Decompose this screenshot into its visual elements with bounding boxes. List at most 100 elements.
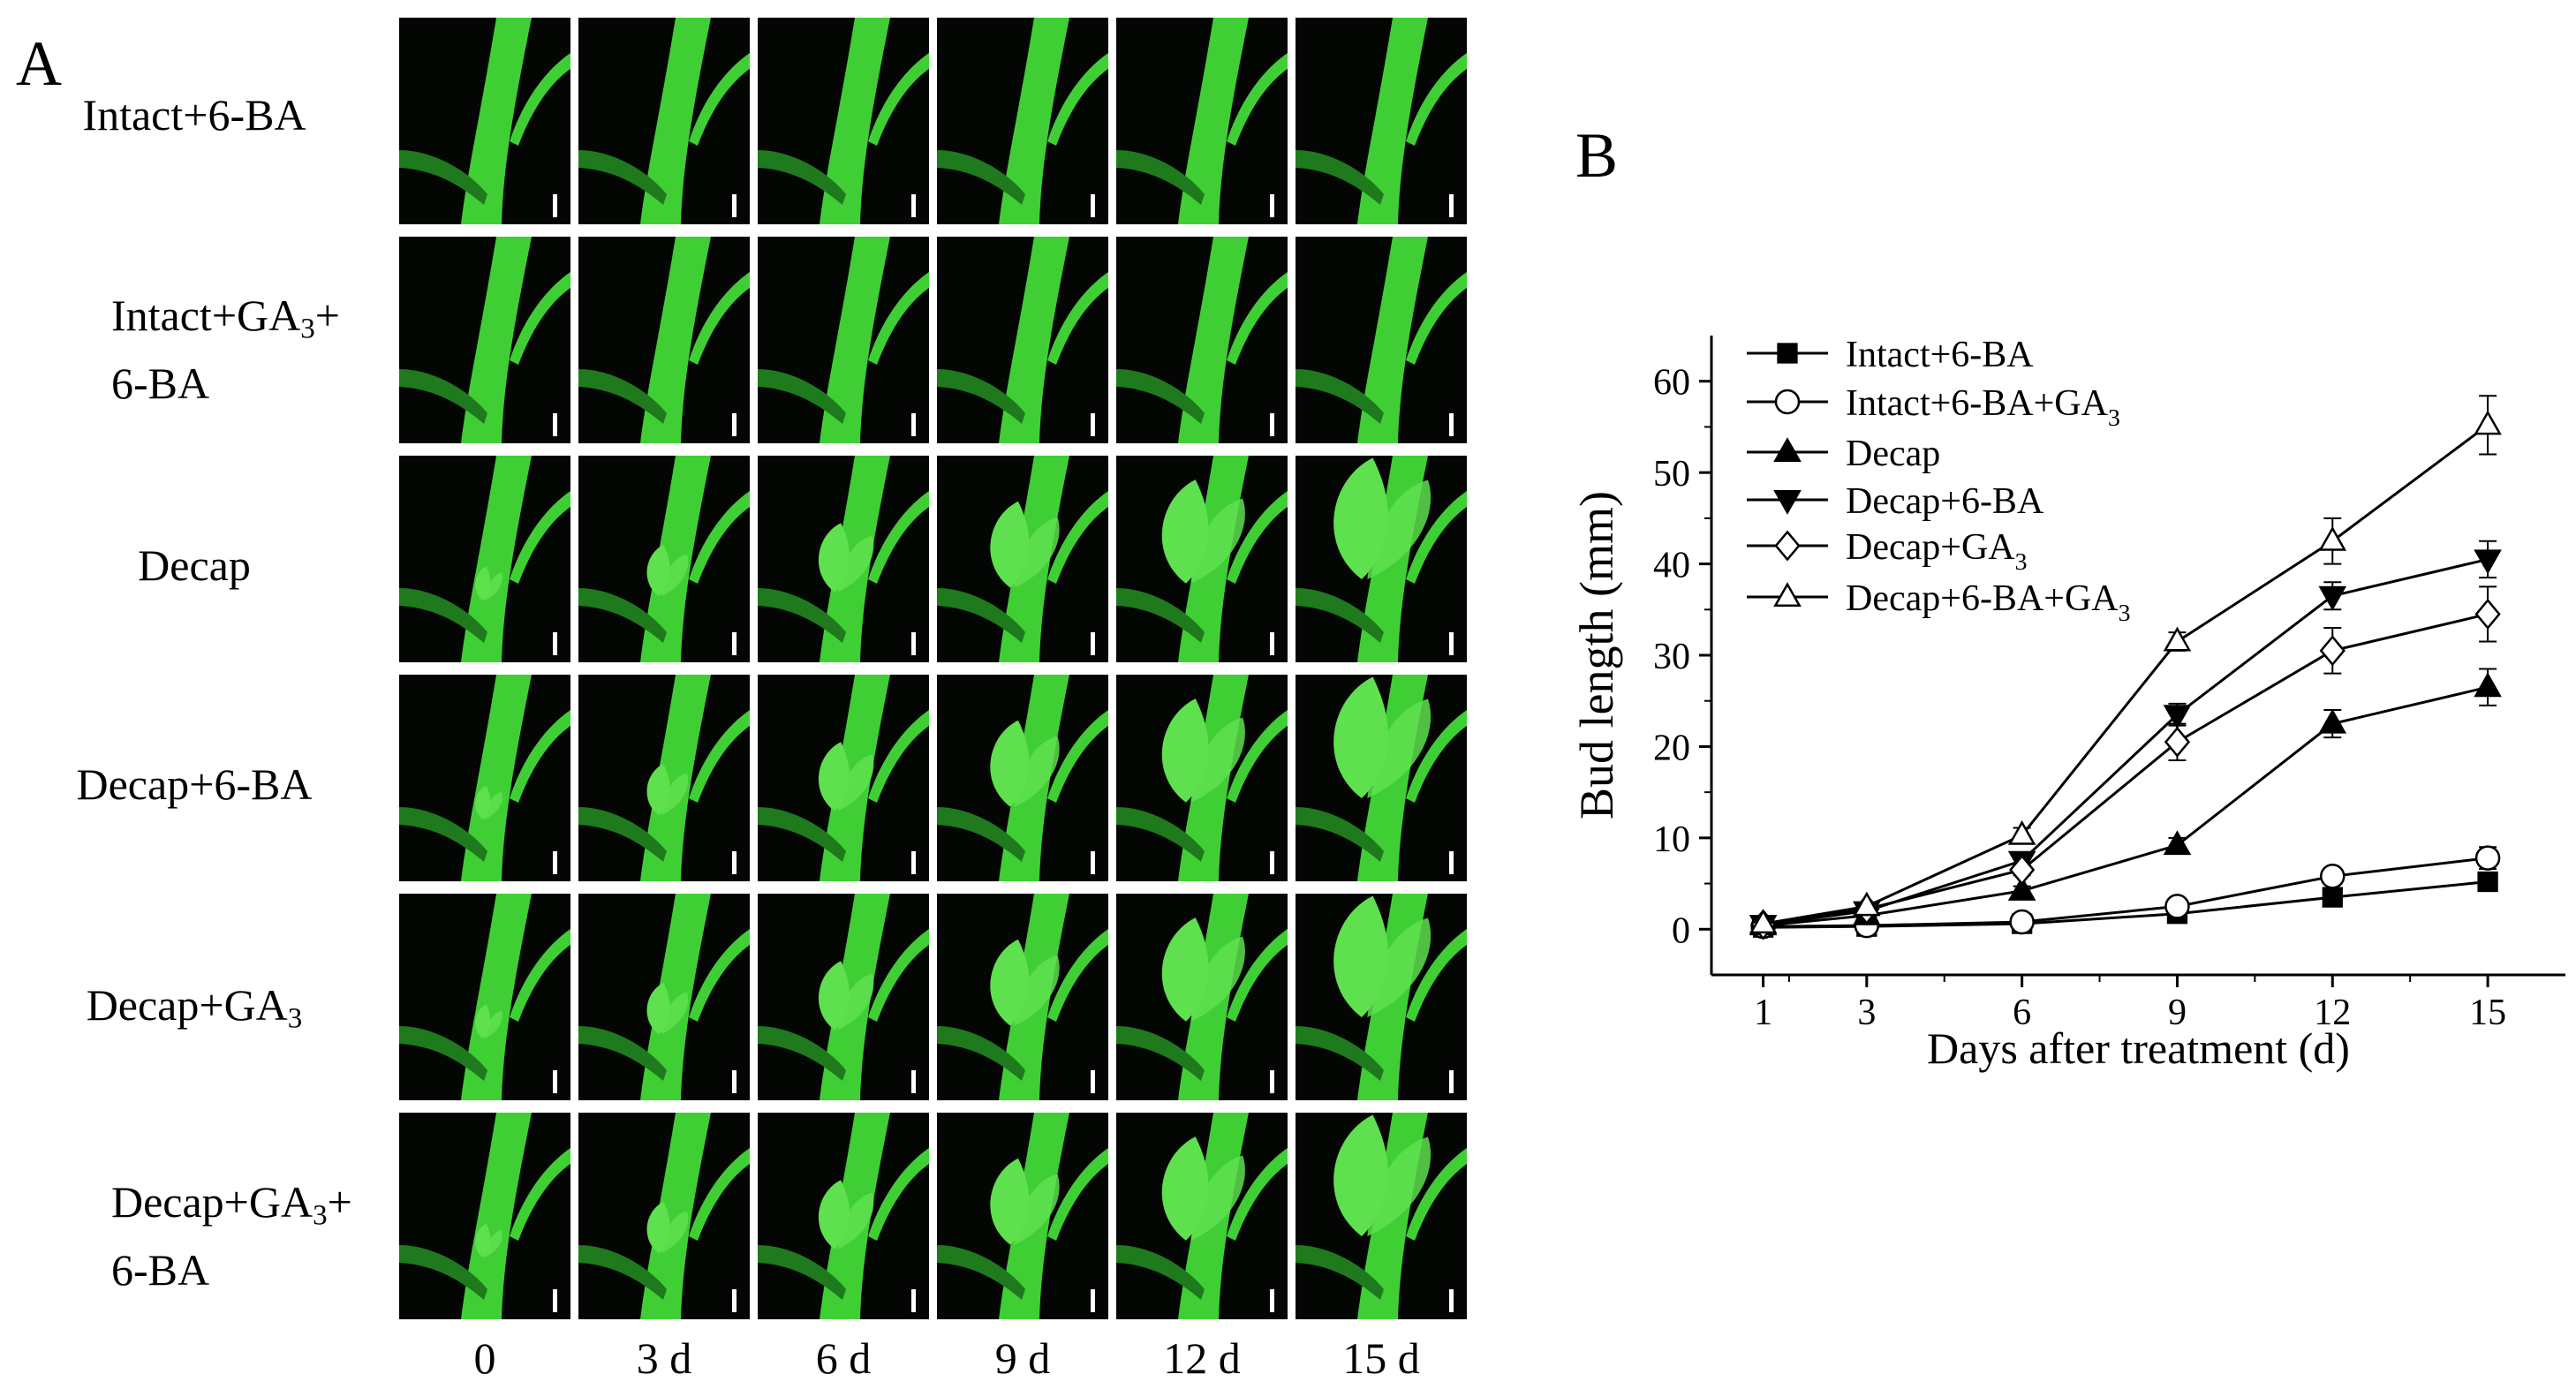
treatment-row-label: Decap+GA3	[9, 978, 380, 1046]
scale-bar	[732, 413, 737, 436]
row-label-subscript: 3	[300, 313, 315, 345]
series-line	[1763, 857, 2489, 928]
stem-shape	[640, 675, 711, 881]
data-point-marker	[2474, 598, 2501, 631]
row-label-main: Decap+GA	[86, 980, 288, 1030]
scale-bar	[911, 1289, 916, 1312]
stem-shape	[999, 18, 1069, 224]
scale-bar	[1270, 851, 1274, 874]
lateral-bud-shape	[990, 1158, 1060, 1245]
stem-shape	[820, 237, 890, 443]
day-column-label: 15 d	[1342, 1333, 1420, 1383]
row-label-main: Intact+6-BA	[82, 90, 306, 140]
y-axis-title: Bud length (mm)	[1570, 491, 1623, 819]
scale-bar	[732, 1070, 737, 1093]
row-label-tail: + 6-BA	[111, 291, 340, 409]
scale-bar	[1270, 1289, 1274, 1312]
lateral-bud-shape	[646, 763, 689, 816]
scale-bar	[911, 851, 916, 874]
photo-grid	[399, 14, 1468, 1326]
treatment-row-label: Intact+6-BA	[9, 87, 380, 142]
scale-bar	[911, 413, 916, 436]
panel-a-letter: A	[16, 28, 62, 99]
scale-bar	[1270, 632, 1274, 655]
legend-marker	[1777, 343, 1798, 364]
stem-shape	[461, 237, 532, 443]
stem-shape	[461, 456, 532, 662]
bud-photo-tile	[578, 675, 750, 881]
series-line	[1763, 880, 2489, 929]
series-line	[1763, 424, 2489, 925]
stem-shape	[640, 1113, 711, 1319]
y-tick-label: 50	[1653, 454, 1690, 495]
legend-label: Decap+6-BA+GA3	[1846, 578, 2130, 626]
lateral-bud-shape	[475, 566, 502, 600]
scale-bar	[553, 632, 557, 655]
series-line	[1763, 557, 2489, 926]
treatment-row-label: Intact+GA3+ 6-BA	[26, 288, 397, 411]
lateral-bud-shape	[1161, 1136, 1245, 1241]
bud-photo-tile	[578, 894, 750, 1100]
bud-photo-tile	[1296, 456, 1467, 662]
treatment-row-label: Decap+6-BA	[9, 757, 380, 812]
bud-photo-tile	[578, 237, 750, 443]
treatment-row-label: Decap	[9, 538, 380, 593]
scale-bar	[911, 194, 916, 217]
lateral-bud-shape	[1333, 676, 1432, 798]
bud-photo-tile	[758, 18, 929, 224]
bud-photo-tile	[1116, 18, 1288, 224]
legend-label: Decap+GA3	[1846, 527, 2027, 575]
bud-photo-tile	[1116, 456, 1288, 662]
bud-photo-tile	[578, 456, 750, 662]
scale-bar	[1091, 413, 1095, 436]
bud-photo-tile	[399, 18, 570, 224]
scale-bar	[1449, 1289, 1454, 1312]
scale-bar	[1449, 1070, 1454, 1093]
scale-bar	[553, 1289, 557, 1312]
legend-label: Decap+6-BA	[1846, 481, 2044, 522]
bud-photo-tile	[399, 1113, 570, 1319]
data-point-marker	[2007, 876, 2036, 901]
scale-bar	[1091, 851, 1095, 874]
bud-photo-tile	[758, 237, 929, 443]
lateral-bud-shape	[1161, 698, 1245, 803]
day-column-label: 3 d	[636, 1333, 692, 1383]
lateral-bud-shape	[818, 1180, 874, 1250]
data-point-marker	[2163, 626, 2192, 652]
lateral-bud-shape	[475, 1004, 502, 1038]
scale-bar	[553, 1070, 557, 1093]
bud-photo-tile	[1116, 237, 1288, 443]
stem-shape	[1178, 237, 1249, 443]
day-column-label: 6 d	[815, 1333, 872, 1383]
data-point-marker	[2318, 708, 2347, 734]
lateral-bud-shape	[1161, 917, 1245, 1022]
data-point-marker	[2474, 845, 2501, 871]
legend-marker	[1773, 582, 1802, 607]
legend-label: Decap	[1846, 434, 1940, 474]
data-point-marker	[1854, 893, 1880, 925]
data-point-marker	[1854, 912, 1880, 939]
y-tick-label: 20	[1653, 728, 1690, 768]
stem-shape	[1178, 18, 1249, 224]
data-point-marker	[1749, 915, 1778, 940]
lateral-bud-shape	[646, 1201, 689, 1254]
data-point-marker	[1853, 901, 1881, 926]
data-point-marker	[1749, 909, 1778, 934]
scale-bar	[732, 1289, 737, 1312]
data-point-marker	[2318, 585, 2347, 611]
data-point-marker	[2319, 635, 2346, 667]
day-column-label: 9 d	[994, 1333, 1051, 1383]
data-point-marker	[2007, 850, 2036, 876]
bud-photo-tile	[1116, 894, 1288, 1100]
day-column-label: 12 d	[1163, 1333, 1241, 1383]
bud-photo-tile	[937, 675, 1108, 881]
data-point-marker	[2163, 705, 2192, 730]
row-label-main: Decap+GA	[111, 1177, 314, 1227]
scale-bar	[1270, 194, 1274, 217]
x-tick-label: 1	[1754, 993, 1772, 1033]
scale-bar	[1091, 632, 1095, 655]
data-point-marker	[2164, 894, 2190, 919]
stem-shape	[640, 456, 711, 662]
x-tick-label: 6	[2013, 993, 2031, 1033]
legend-marker	[1773, 437, 1802, 462]
